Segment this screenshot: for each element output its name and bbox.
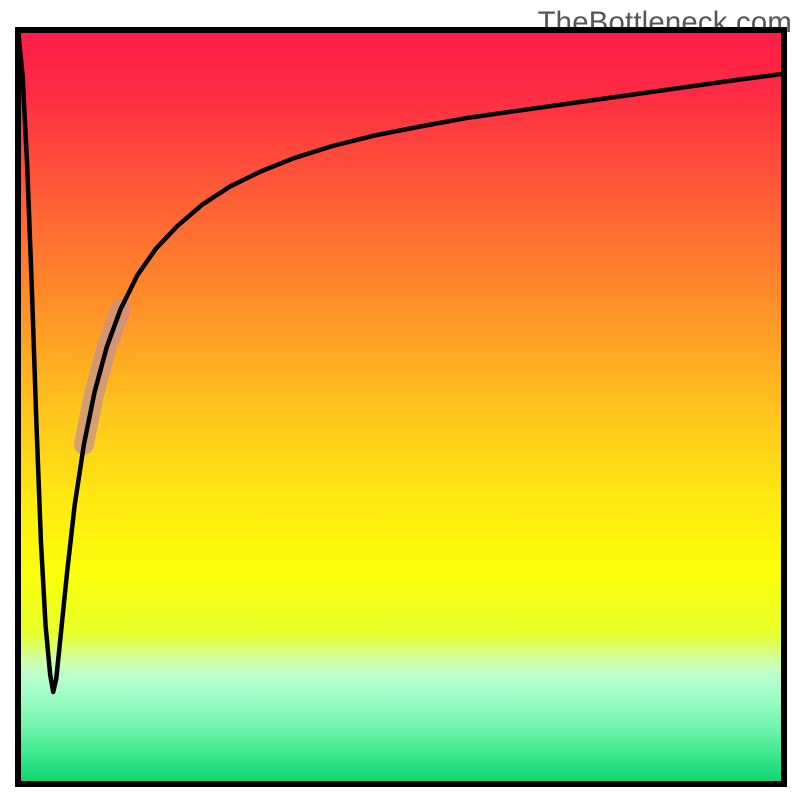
chart-container: TheBottleneck.com: [0, 0, 800, 800]
bottleneck-chart: [0, 0, 800, 800]
plot-background: [18, 30, 784, 784]
